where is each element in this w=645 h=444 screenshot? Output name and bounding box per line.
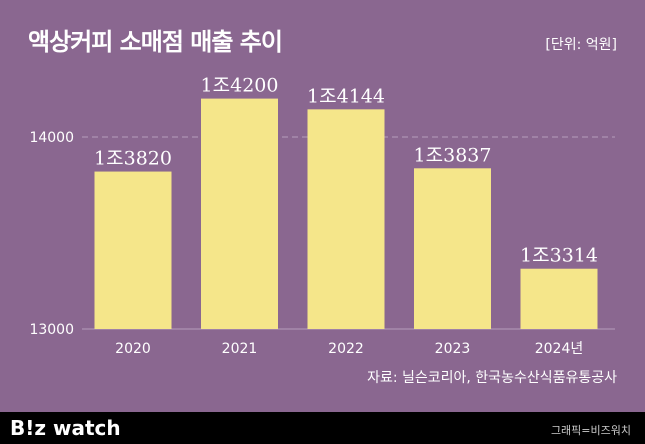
- x-tick-label: 2022: [328, 341, 364, 357]
- unit-label: [단위: 억원]: [545, 37, 617, 53]
- data-label: 1조3314: [520, 245, 598, 267]
- x-tick-label: 2023: [435, 341, 471, 357]
- x-tick-label: 2024년: [535, 341, 584, 357]
- bar: [307, 109, 385, 330]
- bar: [201, 98, 278, 329]
- data-label: 1조3837: [414, 144, 492, 166]
- bar: [520, 268, 598, 329]
- bar: [94, 171, 172, 329]
- data-label: 1조4144: [307, 85, 385, 107]
- bar: [414, 168, 491, 329]
- y-tick-label: 14000: [29, 130, 74, 146]
- x-tick-label: 2020: [115, 341, 151, 357]
- x-tick-label: 2021: [222, 341, 258, 357]
- graphic-credit: 그래픽=비즈워치: [550, 424, 631, 437]
- y-tick-label: 13000: [29, 322, 74, 338]
- chart-title: 액상커피 소매점 매출 추이: [28, 28, 283, 56]
- footer-bar: B!z watch 그래픽=비즈워치: [0, 412, 645, 444]
- source-note: 자료: 닐슨코리아, 한국농수산식품유통공사: [367, 370, 617, 386]
- data-label: 1조3820: [94, 148, 172, 170]
- data-label: 1조4200: [201, 75, 279, 97]
- bar-chart: 13000 14000 1조3820 2020 1조4200 2021 1조4144 2022…: [29, 75, 615, 357]
- bizwatch-logo: B!z watch: [10, 416, 121, 440]
